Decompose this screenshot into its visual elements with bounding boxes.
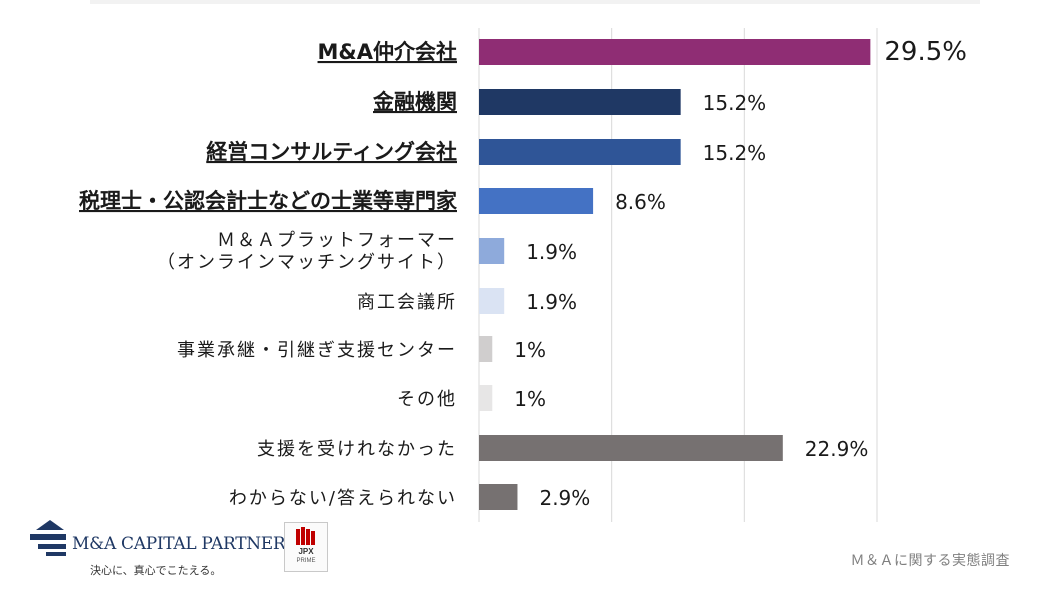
- bar: [479, 188, 594, 214]
- value-label: 1%: [514, 338, 546, 362]
- category-label: （オンラインマッチングサイト）: [157, 252, 457, 273]
- top-divider: [90, 0, 980, 4]
- category-label: 事業承継・引継ぎ支援センター: [177, 340, 457, 361]
- jpx-badge-title: JPX: [298, 547, 314, 556]
- bar: [479, 89, 681, 115]
- category-label: その他: [397, 389, 457, 410]
- category-label: 商工会議所: [357, 292, 457, 313]
- category-label: 支援を受けれなかった: [257, 439, 457, 460]
- value-label: 15.2%: [703, 141, 767, 165]
- value-label: 29.5%: [884, 37, 967, 67]
- value-label: 22.9%: [805, 437, 869, 461]
- value-label: 8.6%: [615, 190, 666, 214]
- bar: [479, 139, 681, 165]
- jpx-prime-badge: JPX PRIME: [284, 522, 328, 572]
- category-label: 税理士・公認会計士などの士業等専門家: [79, 189, 458, 213]
- category-label: わからない/答えられない: [229, 488, 457, 509]
- category-label: Ｍ＆Ａプラットフォーマー: [217, 230, 457, 251]
- category-label: 経営コンサルティング会社: [206, 140, 457, 164]
- value-label: 1%: [514, 387, 546, 411]
- bar: [479, 484, 518, 510]
- value-label: 1.9%: [526, 240, 577, 264]
- company-tagline: 決心に、真心でこたえる。: [90, 564, 222, 577]
- bar: [479, 238, 505, 264]
- value-label: 2.9%: [539, 486, 590, 510]
- company-logo: M&A CAPITAL PARTNERS 決心に、真心でこたえる。: [30, 520, 297, 580]
- logo-mark-icon: [30, 520, 66, 556]
- value-label: 1.9%: [526, 290, 577, 314]
- category-label: 金融機関: [372, 90, 457, 114]
- value-label: 15.2%: [703, 91, 767, 115]
- jpx-badge-subtitle: PRIME: [296, 558, 316, 564]
- source-caption: Ｍ＆Ａに関する実態調査: [850, 553, 1010, 569]
- bar: [479, 385, 493, 411]
- company-name: M&A CAPITAL PARTNERS: [72, 534, 297, 554]
- category-label: M&A仲介会社: [318, 40, 457, 64]
- bar: [479, 435, 783, 461]
- bar: [479, 288, 505, 314]
- jpx-mark-icon: [296, 527, 315, 545]
- bar: [479, 39, 871, 65]
- bar: [479, 336, 493, 362]
